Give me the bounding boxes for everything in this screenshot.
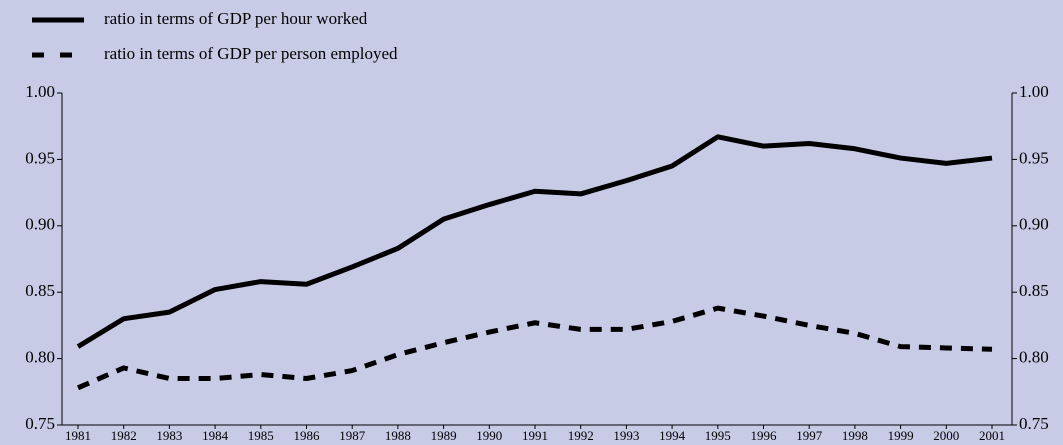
x-tick-label: 1994 xyxy=(659,428,686,443)
y-tick-label: 1.00 xyxy=(25,82,55,101)
y-tick-label: 0.75 xyxy=(25,414,55,433)
y-tick-label: 0.80 xyxy=(25,348,55,367)
y2-tick-label: 1.00 xyxy=(1019,82,1049,101)
y2-tick-label: 0.95 xyxy=(1019,148,1049,167)
y-tick-label: 0.90 xyxy=(25,215,55,234)
x-tick-label: 1981 xyxy=(65,428,91,443)
x-tick-label: 1995 xyxy=(705,428,731,443)
x-tick-label: 1991 xyxy=(522,428,548,443)
x-tick-label: 2000 xyxy=(933,428,959,443)
x-tick-label: 1989 xyxy=(431,428,457,443)
x-tick-label: 1993 xyxy=(613,428,639,443)
x-tick-label: 1983 xyxy=(156,428,182,443)
y2-tick-label: 0.80 xyxy=(1019,348,1049,367)
x-tick-label: 2001 xyxy=(979,428,1005,443)
x-tick-label: 1997 xyxy=(796,428,823,443)
x-tick-label: 1992 xyxy=(568,428,594,443)
y2-tick-label: 0.85 xyxy=(1019,281,1049,300)
y-tick-label: 0.85 xyxy=(25,281,55,300)
x-tick-label: 1990 xyxy=(476,428,502,443)
line-series xyxy=(77,305,993,391)
y-tick-label: 0.95 xyxy=(25,148,55,167)
x-tick-label: 1996 xyxy=(751,428,778,443)
x-tick-label: 1984 xyxy=(202,428,229,443)
x-tick-label: 1985 xyxy=(248,428,274,443)
y2-tick-label: 0.75 xyxy=(1019,414,1049,433)
legend-label: ratio in terms of GDP per person employe… xyxy=(104,44,398,63)
x-tick-label: 1998 xyxy=(842,428,868,443)
legend-label: ratio in terms of GDP per hour worked xyxy=(104,9,368,28)
x-tick-label: 1988 xyxy=(385,428,411,443)
x-tick-label: 1987 xyxy=(339,428,366,443)
x-tick-label: 1982 xyxy=(111,428,137,443)
x-tick-label: 1986 xyxy=(294,428,321,443)
y2-tick-label: 0.90 xyxy=(1019,215,1049,234)
x-tick-label: 1999 xyxy=(888,428,914,443)
line-series xyxy=(76,134,993,349)
